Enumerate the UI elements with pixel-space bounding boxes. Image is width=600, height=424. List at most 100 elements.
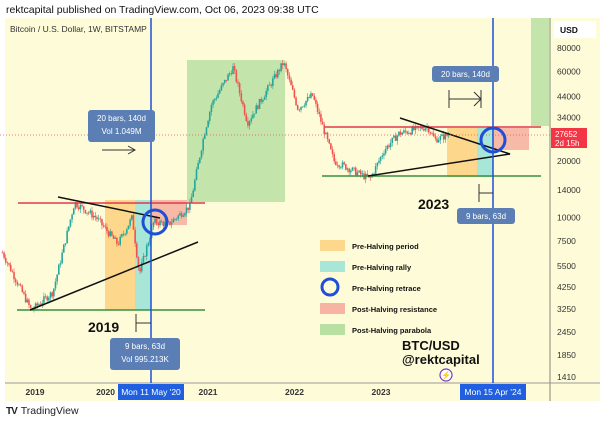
legend-label: Pre-Halving retrace [352, 284, 421, 293]
candle [124, 233, 126, 235]
candle [233, 66, 236, 71]
candle [122, 234, 125, 235]
candle [172, 219, 175, 223]
y-tick-label: 2450 [557, 327, 576, 337]
candle [51, 292, 53, 297]
candle [36, 303, 39, 306]
candle [403, 130, 405, 133]
candle [225, 79, 228, 81]
candle [343, 162, 345, 165]
price-chart[interactable]: Bitcoin / U.S. Dollar, 1W, BITSTAMP 20 ba… [0, 0, 600, 405]
candle [431, 133, 433, 135]
candle [112, 235, 115, 239]
candle [140, 262, 143, 272]
candle [321, 121, 324, 125]
candle [106, 226, 108, 232]
candle [194, 179, 196, 191]
candle [272, 78, 274, 86]
candle [281, 63, 284, 66]
measure-label-2023-bottom-text: 9 bars, 63d [466, 212, 506, 221]
candle [295, 97, 297, 106]
candle [361, 173, 364, 175]
measure-arrow-icon [448, 90, 482, 108]
price-axis[interactable] [550, 18, 600, 383]
candle [391, 137, 394, 143]
candle [82, 206, 85, 210]
annotation-2023: 2023 [418, 196, 449, 212]
x-tick-label: 2020 [96, 387, 115, 397]
candle [359, 170, 362, 175]
last-price-countdown: 2d 15h [555, 139, 579, 148]
candle [144, 256, 146, 257]
last-price-value: 27652 [555, 130, 578, 139]
measure-label-2019-top-text: 20 bars, 140d [97, 114, 146, 123]
candle [102, 225, 105, 227]
candle [154, 218, 156, 223]
footer: TV TradingView [6, 405, 79, 417]
candle [6, 262, 9, 264]
candle [86, 212, 88, 214]
candle [336, 164, 339, 166]
tradingview-logo-icon: TV [6, 405, 18, 417]
candle [185, 207, 188, 214]
candle [318, 111, 321, 115]
candle [49, 292, 52, 298]
candle [4, 257, 7, 263]
trendline-upper-2019 [57, 196, 161, 219]
candle [160, 221, 163, 223]
candle [19, 284, 22, 286]
candle [278, 69, 281, 72]
candle [13, 272, 15, 280]
candle [135, 243, 138, 258]
candle [354, 167, 357, 176]
candle [270, 84, 272, 86]
candle [217, 93, 219, 98]
measure-label-2023-top [432, 66, 499, 82]
candle [398, 131, 400, 136]
measure-bracket-icon [478, 184, 493, 202]
candle [393, 135, 395, 138]
candle [159, 221, 161, 226]
currency-button[interactable] [554, 21, 596, 38]
candle [3, 252, 5, 258]
currency-label: USD [560, 25, 578, 35]
candle [341, 162, 344, 168]
candle [325, 132, 327, 135]
candle [195, 169, 198, 180]
candle [152, 222, 155, 228]
candle [376, 162, 379, 167]
candle [353, 167, 355, 169]
candle [328, 139, 331, 144]
candle [43, 296, 45, 303]
candle [81, 204, 83, 207]
candle [424, 128, 427, 131]
pre-halving-period-zone [105, 200, 135, 310]
candle [286, 69, 289, 76]
retrace-circle-2024 [479, 126, 507, 154]
y-tick-label: 3250 [557, 304, 576, 314]
publish-header: rektcapital published on TradingView.com… [6, 4, 319, 16]
candle [101, 219, 103, 226]
candle [308, 96, 311, 98]
candle [184, 213, 186, 216]
candle [255, 105, 258, 114]
candle [288, 75, 291, 80]
candle [91, 210, 93, 218]
candle [179, 213, 181, 216]
candle [175, 218, 178, 220]
candle [345, 164, 347, 170]
candle [230, 73, 233, 75]
candle [29, 304, 32, 308]
candle [215, 97, 218, 100]
candle [64, 243, 67, 245]
candle [77, 207, 80, 210]
candle [96, 217, 98, 220]
candle [427, 126, 430, 133]
candle [379, 156, 382, 161]
candle [202, 138, 204, 151]
lightning-icon[interactable] [439, 368, 453, 382]
candle [23, 292, 25, 294]
post-halving-parabola-zone [187, 60, 285, 202]
candle [218, 90, 221, 94]
candle [14, 279, 17, 282]
